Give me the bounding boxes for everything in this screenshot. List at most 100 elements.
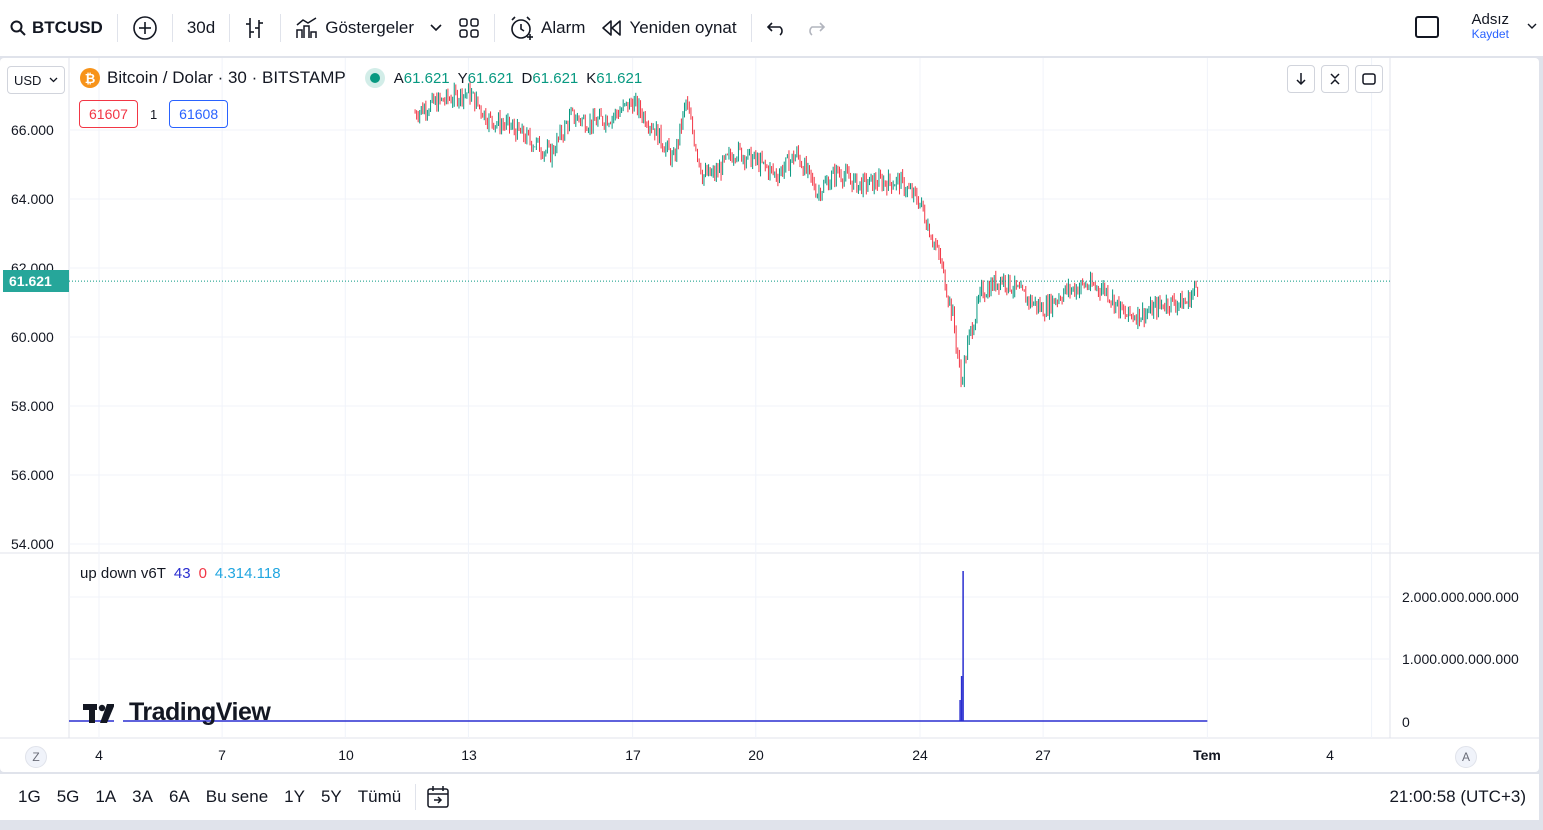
pane-controls [1287, 65, 1389, 93]
layout-save-area: Adsız Kaydet [1415, 12, 1537, 42]
spread-value: 1 [149, 106, 158, 122]
range-all[interactable]: Tümü [357, 787, 402, 806]
replay-label: Yeniden oynat [629, 18, 737, 37]
price-tick: 58.000 [11, 398, 54, 414]
indicator-value-1: 43 [173, 565, 191, 582]
arrow-down-icon [1296, 73, 1306, 86]
ohlc-low: D61.621 [521, 69, 579, 87]
series-legend: ₿ Bitcoin / Dolar · 30 · BITSTAMP A61.62… [80, 68, 650, 88]
bitcoin-icon: ₿ [80, 68, 100, 88]
price-tick: 66.000 [11, 122, 54, 138]
toolbar-divider [415, 784, 417, 810]
rewind-icon [602, 20, 622, 36]
ohlc-open: A61.621 [393, 69, 450, 87]
bar-chart-type-icon [246, 18, 264, 38]
time-tick: Tem [1193, 747, 1221, 763]
layout-name-button[interactable]: Adsız Kaydet [1471, 12, 1509, 42]
alarm-label: Alarm [541, 18, 586, 37]
chart-area[interactable]: USD ₿ Bitcoin / Dolar · 30 · BITSTAMP A6… [0, 58, 1539, 772]
grid-icon [459, 18, 479, 38]
price-tick: 54.000 [11, 536, 54, 552]
chevron-down-icon [49, 77, 58, 83]
tradingview-logo[interactable]: TradingView [83, 698, 271, 727]
price-tick: 60.000 [11, 329, 54, 345]
ohlc-high: Y61.621 [457, 69, 514, 87]
indicator-legend[interactable]: up down v6T 43 0 4.314.118 [80, 565, 281, 582]
indicators-button[interactable]: Göstergeler [287, 8, 422, 48]
price-tick: 56.000 [11, 467, 54, 483]
search-icon [10, 20, 26, 36]
move-pane-down-button[interactable] [1287, 65, 1315, 93]
top-toolbar: BTCUSD 30d Göstergeler Alarm Yeniden oyn… [0, 0, 1543, 56]
range-1d[interactable]: 1G [18, 787, 41, 806]
alarm-clock-icon [511, 16, 534, 40]
toolbar-divider [229, 14, 231, 42]
logo-text: TradingView [129, 698, 271, 726]
plus-circle-icon [133, 16, 157, 40]
undo-button[interactable] [758, 8, 796, 48]
legend-rest: Dolar · 30 · BITSTAMP [172, 68, 346, 87]
time-tick: 7 [218, 747, 226, 763]
redo-button[interactable] [796, 8, 834, 48]
symbol-label: BTCUSD [32, 18, 103, 37]
time-tick: 17 [625, 747, 641, 763]
legend-sep: / [162, 68, 168, 87]
indicators-dropdown[interactable] [422, 8, 450, 48]
range-1m[interactable]: 1A [95, 787, 117, 806]
buy-button[interactable]: 61608 [169, 100, 229, 128]
chevron-down-icon[interactable] [1527, 23, 1537, 31]
toolbar-divider [494, 14, 496, 42]
range-3m[interactable]: 3A [132, 787, 153, 806]
indicators-icon [296, 17, 317, 38]
fullscreen-toggle[interactable] [1415, 16, 1440, 38]
collapse-icon [1330, 73, 1340, 85]
toolbar-divider [116, 14, 118, 42]
sell-button[interactable]: 61607 [79, 100, 138, 128]
symbol-search-button[interactable]: BTCUSD [0, 8, 111, 48]
redo-icon [808, 22, 825, 36]
chevron-down-icon [430, 24, 442, 32]
replay-button[interactable]: Yeniden oynat [593, 8, 744, 48]
indicator-tick: 0 [1402, 714, 1410, 730]
maximize-pane-button[interactable] [1355, 65, 1383, 93]
time-tick: 24 [912, 747, 928, 763]
time-tick: 13 [461, 747, 477, 763]
indicator-name: up down v6T [80, 565, 166, 582]
time-tick: 10 [338, 747, 354, 763]
toolbar-divider [171, 14, 173, 42]
chart-canvas[interactable] [0, 58, 1539, 772]
range-1y[interactable]: 1Y [284, 787, 305, 806]
time-tick: 27 [1035, 747, 1051, 763]
time-tick: 4 [95, 747, 103, 763]
buy-sell-panel: 61607 1 61608 [79, 100, 229, 128]
calendar-goto-icon[interactable] [426, 785, 452, 809]
chart-type-button[interactable] [236, 8, 274, 48]
indicator-tick: 1.000.000.000.000 [1402, 651, 1519, 667]
interval-button[interactable]: 30d [179, 8, 223, 48]
collapse-pane-button[interactable] [1321, 65, 1349, 93]
chart-frame: USD ₿ Bitcoin / Dolar · 30 · BITSTAMP A6… [0, 58, 1539, 772]
indicator-value-3: 4.314.118 [214, 565, 281, 582]
layout-name: Adsız [1471, 11, 1509, 28]
toolbar-divider [280, 14, 282, 42]
legend-base: Bitcoin [107, 68, 159, 87]
compare-symbol-button[interactable] [124, 8, 166, 48]
range-ytd[interactable]: Bu sene [205, 787, 269, 806]
range-5y[interactable]: 5Y [320, 787, 342, 806]
auto-scale-left-button[interactable]: Z [25, 746, 47, 768]
indicators-label: Göstergeler [325, 18, 415, 37]
price-tick: 64.000 [11, 191, 54, 207]
time-tick: 4 [1326, 747, 1334, 763]
currency-selector[interactable]: USD [7, 66, 65, 94]
save-label: Kaydet [1471, 27, 1509, 41]
range-5d[interactable]: 5G [56, 787, 80, 806]
ohlc-close: K61.621 [586, 69, 643, 87]
last-price-tag: 61.621 [3, 270, 69, 292]
timezone-clock[interactable]: 21:00:58 (UTC+3) [1389, 787, 1526, 806]
layout-templates-button[interactable] [450, 8, 488, 48]
alarm-button[interactable]: Alarm [501, 8, 593, 48]
toolbar-divider [750, 14, 752, 42]
auto-scale-button[interactable]: A [1455, 746, 1477, 768]
bottom-toolbar: 1G 5G 1A 3A 6A Bu sene 1Y 5Y Tümü 21:00:… [0, 774, 1539, 820]
range-6m[interactable]: 6A [168, 787, 190, 806]
